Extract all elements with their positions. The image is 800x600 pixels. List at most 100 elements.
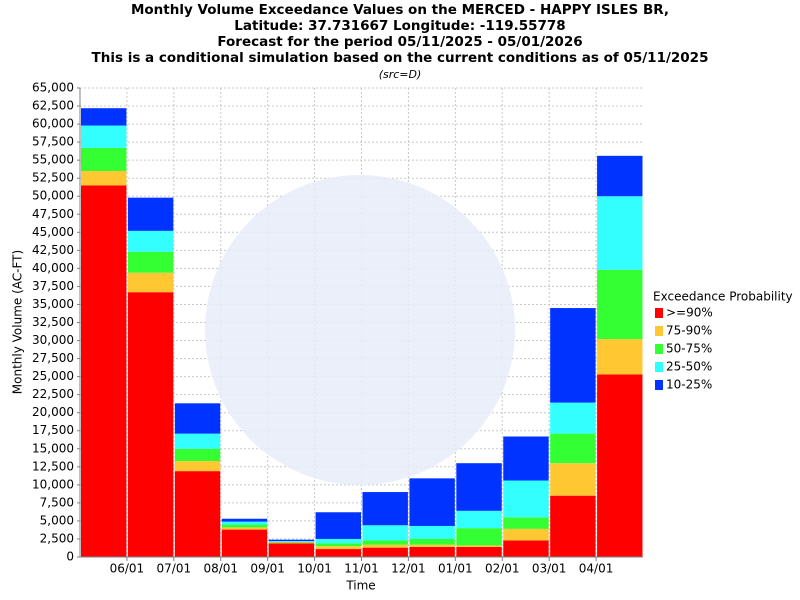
y-tick-label: 62,500 <box>32 99 74 113</box>
bar-segment <box>503 528 549 541</box>
bar-segment <box>174 461 221 472</box>
bar-segment <box>174 403 221 434</box>
bar-segment <box>550 433 596 464</box>
bar-segment <box>127 197 174 231</box>
bar-segment <box>127 272 174 293</box>
y-tick-label: 32,500 <box>32 315 74 329</box>
y-tick-label: 0 <box>66 550 74 564</box>
legend-label: 25-50% <box>666 360 712 374</box>
bar-segment <box>268 541 315 543</box>
y-tick-label: 30,000 <box>32 333 74 347</box>
y-tick-label: 17,500 <box>32 423 74 437</box>
bar-segment <box>409 525 455 539</box>
x-tick-label: 01/01 <box>438 562 473 576</box>
bar-segment <box>221 518 268 522</box>
bar-segment <box>174 433 221 449</box>
bar-segment <box>268 543 315 557</box>
bar-segment <box>81 108 127 126</box>
y-axis-label: Monthly Volume (AC-FT) <box>11 250 25 394</box>
bar-segment <box>127 230 174 252</box>
bar-segment <box>456 463 502 511</box>
y-tick-label: 12,500 <box>32 459 74 473</box>
legend-label: 10-25% <box>666 378 712 392</box>
bar-segment <box>503 517 549 529</box>
y-tick-label: 22,500 <box>32 387 74 401</box>
x-tick-label: 07/01 <box>157 562 192 576</box>
bar-segment <box>81 170 127 186</box>
y-tick-label: 37,500 <box>32 279 74 293</box>
x-axis-label: Time <box>345 579 375 593</box>
bar-segment <box>315 546 361 550</box>
chart-title: This is a conditional simulation based o… <box>92 50 709 66</box>
x-tick-label: 03/01 <box>532 562 567 576</box>
bar-segment <box>362 540 408 545</box>
y-tick-label: 5,000 <box>40 513 74 527</box>
bar-segment <box>315 512 361 539</box>
bars <box>81 108 643 557</box>
bar-segment <box>550 402 596 434</box>
subtitle: (src=D) <box>379 68 422 81</box>
bar-segment <box>456 546 502 557</box>
bar-segment <box>268 539 315 542</box>
x-tick-label: 09/01 <box>250 562 285 576</box>
bar-segment <box>81 125 127 148</box>
bar-segment <box>409 478 455 526</box>
bar-segment <box>503 480 549 518</box>
bar-segment <box>456 528 502 546</box>
bar-segment <box>315 543 361 547</box>
bar-segment <box>81 185 127 557</box>
x-tick-label: 10/01 <box>297 562 332 576</box>
bar-segment <box>550 463 596 496</box>
bar-segment <box>315 549 361 557</box>
x-tick-label: 02/01 <box>485 562 520 576</box>
x-tick-label: 06/01 <box>110 562 145 576</box>
bar-segment <box>362 525 408 541</box>
legend-label: >=90% <box>666 306 713 320</box>
y-tick-label: 65,000 <box>32 81 74 95</box>
y-tick-label: 47,500 <box>32 207 74 221</box>
bar-segment <box>315 538 361 544</box>
bar-segment <box>597 374 643 557</box>
legend-swatch <box>655 308 663 318</box>
y-tick-label: 40,000 <box>32 261 74 275</box>
legend-title: Exceedance Probability <box>653 290 793 304</box>
bar-segment <box>362 492 408 526</box>
y-tick-label: 45,000 <box>32 225 74 239</box>
bar-segment <box>221 521 268 525</box>
chart-title: Monthly Volume Exceedance Values on the … <box>131 2 669 18</box>
x-tick-label: 11/01 <box>344 562 379 576</box>
bar-segment <box>503 540 549 557</box>
chart-title: Latitude: 37.731667 Longitude: -119.5577… <box>234 18 565 34</box>
bar-segment <box>81 147 127 171</box>
y-tick-label: 55,000 <box>32 153 74 167</box>
bar-segment <box>550 495 596 557</box>
y-tick-label: 20,000 <box>32 405 74 419</box>
legend-swatch <box>655 380 663 390</box>
chart-title: Forecast for the period 05/11/2025 - 05/… <box>217 34 582 50</box>
bar-segment <box>597 339 643 375</box>
y-tick-label: 15,000 <box>32 441 74 455</box>
bar-segment <box>409 538 455 545</box>
y-tick-label: 57,500 <box>32 135 74 149</box>
bar-segment <box>221 524 268 528</box>
bar-segment <box>174 471 221 557</box>
bar-segment <box>362 547 408 557</box>
bar-segment <box>221 527 268 530</box>
y-tick-label: 50,000 <box>32 189 74 203</box>
bar-segment <box>362 544 408 548</box>
bar-segment <box>127 251 174 273</box>
legend-label: 50-75% <box>666 342 712 356</box>
y-tick-label: 2,500 <box>40 531 74 545</box>
bar-segment <box>268 541 315 542</box>
bar-segment <box>456 510 502 529</box>
bar-segment <box>456 545 502 547</box>
y-tick-label: 52,500 <box>32 171 74 185</box>
y-tick-label: 10,000 <box>32 477 74 491</box>
x-tick-label: 12/01 <box>391 562 426 576</box>
legend-swatch <box>655 362 663 372</box>
bar-segment <box>597 269 643 340</box>
x-tick-label: 04/01 <box>579 562 614 576</box>
bar-segment <box>503 436 549 481</box>
bar-segment <box>174 448 221 462</box>
